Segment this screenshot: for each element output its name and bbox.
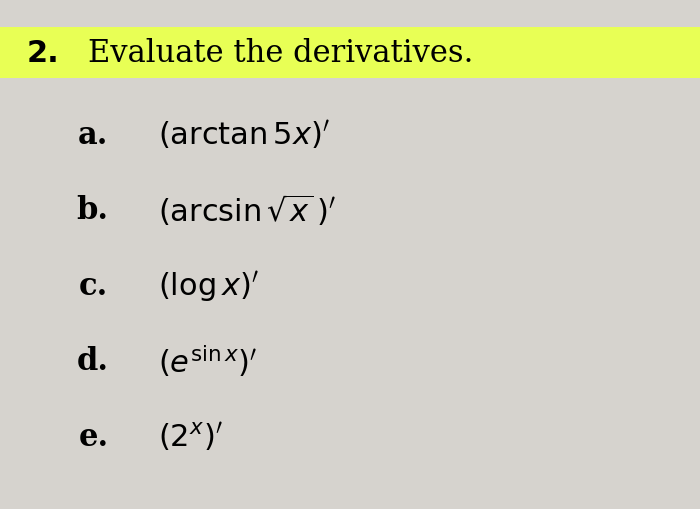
Text: 2.: 2. xyxy=(27,39,60,68)
Text: $(2^{x})^{\prime}$: $(2^{x})^{\prime}$ xyxy=(158,420,223,453)
Text: e.: e. xyxy=(78,421,108,451)
Text: $(\log x)^{\prime}$: $(\log x)^{\prime}$ xyxy=(158,268,259,303)
Text: $(\mathrm{arcsin}\,\sqrt{x}\,)^{\prime}$: $(\mathrm{arcsin}\,\sqrt{x}\,)^{\prime}$ xyxy=(158,192,336,228)
FancyBboxPatch shape xyxy=(0,28,700,79)
Text: b.: b. xyxy=(76,195,108,225)
Text: d.: d. xyxy=(76,346,108,376)
Text: a.: a. xyxy=(78,120,108,150)
Text: c.: c. xyxy=(79,270,108,301)
Text: $(\mathrm{arctan}\,5x)^{\prime}$: $(\mathrm{arctan}\,5x)^{\prime}$ xyxy=(158,119,330,151)
Text: Evaluate the derivatives.: Evaluate the derivatives. xyxy=(88,38,473,69)
Text: $(e^{\sin x})^{\prime}$: $(e^{\sin x})^{\prime}$ xyxy=(158,343,257,379)
